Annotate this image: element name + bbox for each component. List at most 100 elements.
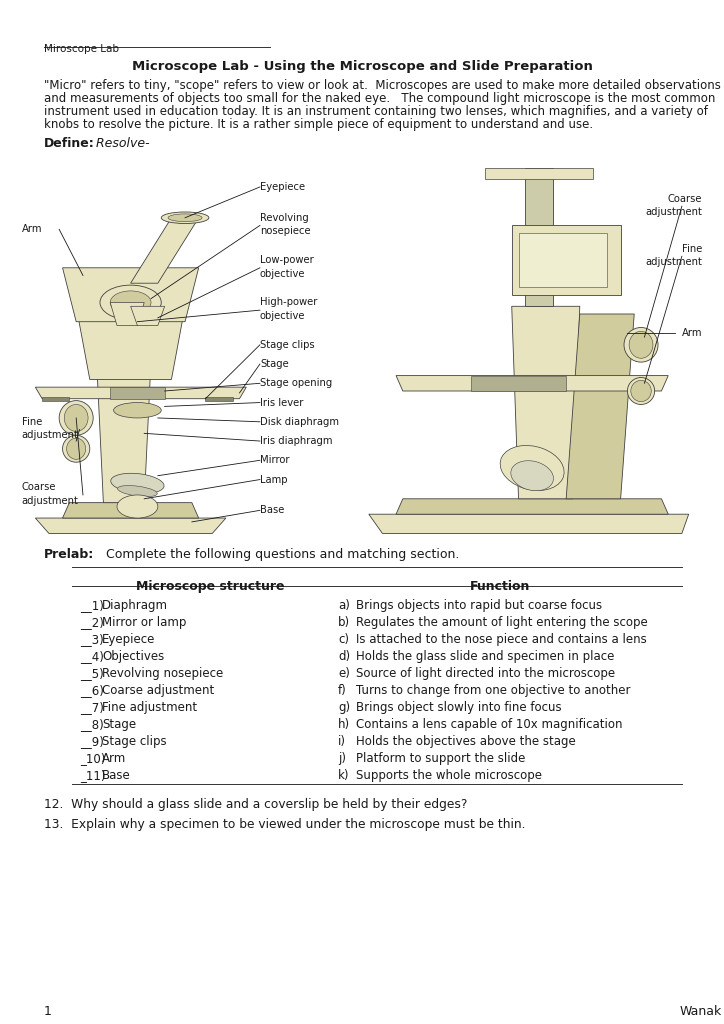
Text: adjustment: adjustment (22, 430, 79, 440)
Text: k): k) (338, 769, 350, 782)
Text: i): i) (338, 735, 346, 748)
Text: __9): __9) (80, 735, 104, 748)
Text: Function: Function (470, 580, 530, 593)
Text: Complete the following questions and matching section.: Complete the following questions and mat… (98, 548, 459, 561)
Polygon shape (76, 306, 185, 380)
Ellipse shape (114, 402, 161, 418)
Text: Microscope Lab - Using the Microscope and Slide Preparation: Microscope Lab - Using the Microscope an… (132, 60, 592, 73)
Polygon shape (130, 306, 164, 326)
Polygon shape (484, 168, 594, 179)
Ellipse shape (628, 378, 654, 404)
Text: __6): __6) (80, 684, 104, 697)
Text: _11): _11) (80, 769, 106, 782)
Text: instrument used in education today. It is an instrument containing two lenses, w: instrument used in education today. It i… (44, 105, 708, 118)
Text: Resolve-: Resolve- (92, 137, 150, 150)
Ellipse shape (64, 404, 88, 431)
Circle shape (110, 291, 151, 314)
Text: Arm: Arm (682, 329, 702, 338)
Polygon shape (110, 387, 164, 398)
Text: __5): __5) (80, 667, 104, 680)
Ellipse shape (168, 214, 202, 221)
Text: objective: objective (260, 311, 306, 321)
Polygon shape (130, 218, 198, 284)
Ellipse shape (631, 380, 651, 401)
Circle shape (100, 285, 161, 319)
Text: Holds the glass slide and specimen in place: Holds the glass slide and specimen in pl… (356, 650, 615, 663)
Text: Stage opening: Stage opening (260, 378, 332, 388)
Text: and measurements of objects too small for the naked eye.   The compound light mi: and measurements of objects too small fo… (44, 92, 715, 105)
Text: Stage: Stage (260, 359, 289, 369)
Polygon shape (396, 376, 668, 391)
Text: Source of light directed into the microscope: Source of light directed into the micros… (356, 667, 615, 680)
Text: adjustment: adjustment (645, 207, 702, 217)
Polygon shape (512, 306, 580, 499)
Text: nosepiece: nosepiece (260, 226, 311, 237)
Text: adjustment: adjustment (22, 496, 79, 506)
Text: Wanak: Wanak (680, 1005, 723, 1018)
Text: Turns to change from one objective to another: Turns to change from one objective to an… (356, 684, 631, 697)
Text: High-power: High-power (260, 297, 317, 307)
Text: knobs to resolve the picture. It is a rather simple piece of equipment to unders: knobs to resolve the picture. It is a ra… (44, 118, 593, 131)
Polygon shape (566, 314, 634, 499)
Text: Contains a lens capable of 10x magnification: Contains a lens capable of 10x magnifica… (356, 718, 623, 731)
Text: Base: Base (260, 506, 285, 515)
Polygon shape (369, 514, 689, 534)
Polygon shape (110, 302, 144, 326)
Text: Coarse: Coarse (22, 482, 56, 493)
Text: Holds the objectives above the stage: Holds the objectives above the stage (356, 735, 576, 748)
Text: Diaphragm: Diaphragm (102, 599, 168, 612)
Text: Iris diaphragm: Iris diaphragm (260, 436, 332, 446)
Text: Coarse: Coarse (668, 194, 702, 204)
Ellipse shape (59, 400, 93, 435)
Polygon shape (396, 499, 668, 514)
Text: __2): __2) (80, 616, 104, 629)
Text: Disk diaphragm: Disk diaphragm (260, 417, 339, 427)
Text: e): e) (338, 667, 350, 680)
Polygon shape (35, 387, 246, 398)
Text: Coarse adjustment: Coarse adjustment (102, 684, 214, 697)
Bar (518, 233, 607, 287)
Text: d): d) (338, 650, 350, 663)
Text: __4): __4) (80, 650, 104, 663)
Text: Supports the whole microscope: Supports the whole microscope (356, 769, 542, 782)
Polygon shape (471, 376, 566, 391)
Text: c): c) (338, 633, 349, 646)
Text: b): b) (338, 616, 350, 629)
Ellipse shape (111, 473, 164, 494)
Text: Mirror or lamp: Mirror or lamp (102, 616, 186, 629)
Text: Stage clips: Stage clips (260, 340, 314, 350)
Text: j): j) (338, 752, 346, 765)
Polygon shape (96, 360, 151, 503)
Text: Base: Base (102, 769, 131, 782)
Text: g): g) (338, 701, 350, 714)
Polygon shape (62, 268, 198, 322)
Polygon shape (526, 168, 552, 306)
Ellipse shape (500, 445, 564, 490)
Text: Eyepiece: Eyepiece (260, 182, 305, 191)
Text: f): f) (338, 684, 347, 697)
Ellipse shape (629, 332, 653, 358)
Ellipse shape (624, 328, 658, 362)
Text: Is attached to the nose piece and contains a lens: Is attached to the nose piece and contai… (356, 633, 647, 646)
Text: objective: objective (260, 268, 306, 279)
Text: Mirror: Mirror (260, 456, 290, 465)
Text: Define:: Define: (44, 137, 95, 150)
Text: Iris lever: Iris lever (260, 397, 303, 408)
Text: Stage clips: Stage clips (102, 735, 167, 748)
Text: Lamp: Lamp (260, 474, 287, 484)
Bar (206, 396, 232, 400)
Text: __8): __8) (80, 718, 104, 731)
Bar (512, 225, 620, 295)
Ellipse shape (62, 435, 90, 462)
Text: Regulates the amount of light entering the scope: Regulates the amount of light entering t… (356, 616, 648, 629)
Text: Revolving: Revolving (260, 213, 308, 223)
Text: Fine: Fine (682, 244, 702, 254)
Text: 12.  Why should a glass slide and a coverslip be held by their edges?: 12. Why should a glass slide and a cover… (44, 798, 468, 811)
Ellipse shape (511, 461, 553, 490)
Polygon shape (62, 503, 198, 518)
Ellipse shape (117, 485, 157, 497)
Ellipse shape (161, 212, 209, 223)
Ellipse shape (67, 438, 85, 460)
Circle shape (117, 495, 158, 518)
Text: 1: 1 (44, 1005, 52, 1018)
